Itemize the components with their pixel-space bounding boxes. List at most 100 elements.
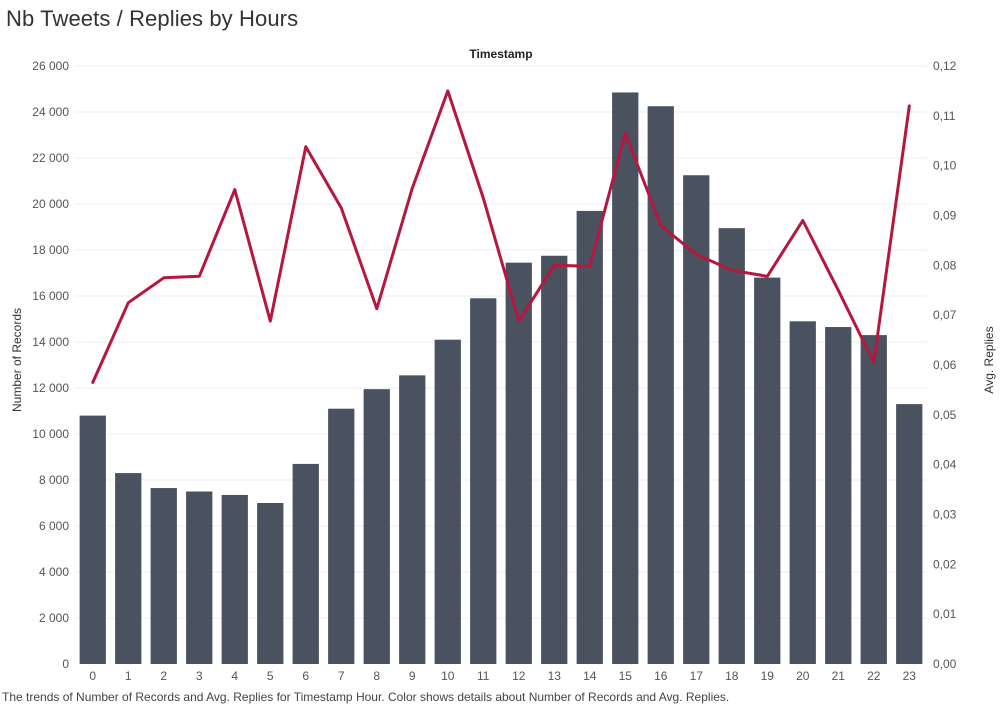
x-tick-label: 5: [267, 669, 274, 683]
bar: [505, 262, 532, 664]
y2-tick-label: 0,09: [933, 209, 957, 223]
x-tick-label: 18: [725, 669, 739, 683]
line-point: [730, 269, 733, 272]
bar: [860, 335, 887, 664]
y-axis-title: Number of Records: [10, 308, 24, 412]
x-tick-label: 4: [231, 669, 238, 683]
y2-tick-label: 0,11: [933, 109, 956, 123]
bar: [647, 106, 674, 664]
line-point: [375, 307, 378, 310]
x-tick-label: 0: [89, 669, 96, 683]
x-tick-label: 17: [690, 669, 704, 683]
x-tick-label: 12: [512, 669, 526, 683]
line-point: [517, 319, 520, 323]
bar: [612, 92, 639, 664]
line-point: [198, 275, 201, 278]
y-tick-label: 26 000: [32, 59, 69, 73]
right-axis-ticks: 0,00 0,01 0,02 0,03 0,04 0,05 0,06 0,07 0,08 0,09…: [933, 59, 957, 671]
y-tick-label: 2 000: [39, 611, 69, 625]
y2-tick-label: 0,07: [933, 308, 957, 322]
line-point: [624, 132, 627, 135]
line-point: [446, 89, 449, 93]
bar: [79, 415, 106, 664]
line-point: [304, 145, 307, 148]
line-point: [766, 275, 769, 278]
line-series: [91, 89, 911, 384]
bar: [825, 327, 852, 664]
bar: [150, 488, 177, 664]
y2-tick-label: 0,03: [933, 508, 957, 522]
line-point: [340, 206, 343, 210]
y2-tick-label: 0,08: [933, 258, 957, 272]
bar: [470, 298, 497, 664]
x-tick-label: 11: [477, 669, 490, 683]
line-point: [553, 264, 556, 267]
y-tick-label: 16 000: [32, 289, 69, 303]
x-tick-label: 15: [619, 669, 633, 683]
bar: [399, 375, 426, 664]
y-tick-label: 0: [62, 657, 69, 671]
y-tick-label: 12 000: [32, 381, 69, 395]
line-point: [411, 186, 414, 190]
chart-caption: The trends of Number of Records and Avg.…: [2, 690, 730, 704]
line-point: [233, 188, 236, 191]
y2-tick-label: 0,05: [933, 408, 957, 422]
x-tick-label: 20: [796, 669, 810, 683]
y2-tick-label: 0,02: [933, 557, 957, 571]
bar: [115, 473, 142, 664]
x-tick-label: 16: [654, 669, 668, 683]
y-tick-label: 10 000: [32, 427, 69, 441]
avg-replies-line: [91, 89, 911, 384]
bar: [186, 491, 213, 664]
bar: [292, 463, 319, 664]
column-header: Timestamp: [469, 47, 532, 61]
x-tick-label: 22: [867, 669, 881, 683]
y-tick-label: 18 000: [32, 243, 69, 257]
line-point: [872, 361, 875, 364]
left-axis-ticks: 0 2 000 4 000 6 000 8 000 10 000 12 000 14 000 1…: [32, 59, 69, 671]
y2-tick-label: 0,01: [933, 607, 957, 621]
bar: [718, 228, 745, 664]
bar-series: [79, 92, 923, 664]
y2-axis-title: Avg. Replies: [982, 326, 996, 393]
bar: [328, 408, 355, 664]
bar: [363, 389, 390, 664]
line-point: [695, 253, 698, 256]
y-tick-label: 24 000: [32, 105, 69, 119]
y2-tick-label: 0,04: [933, 458, 957, 472]
x-tick-label: 2: [160, 669, 167, 683]
bar: [434, 339, 461, 664]
bar: [789, 321, 816, 664]
y-tick-label: 20 000: [32, 197, 69, 211]
x-tick-label: 23: [903, 669, 917, 683]
x-axis-ticks: 0 1 2 3 4 5 6 7 8 9 10 11 12 13 14 15 16 17 18 19 20 21 22 23: [89, 669, 916, 683]
line-point: [837, 289, 840, 292]
bar: [576, 210, 603, 664]
line-point: [801, 219, 804, 222]
y-tick-label: 22 000: [32, 151, 69, 165]
bar: [541, 255, 568, 664]
x-tick-label: 13: [548, 669, 562, 683]
bar: [896, 404, 923, 664]
y-tick-label: 6 000: [39, 519, 69, 533]
y-tick-label: 4 000: [39, 565, 69, 579]
y2-tick-label: 0,00: [933, 657, 957, 671]
x-tick-label: 14: [583, 669, 597, 683]
x-tick-label: 8: [373, 669, 380, 683]
line-point: [91, 381, 94, 384]
x-tick-label: 3: [196, 669, 203, 683]
x-tick-label: 1: [125, 669, 132, 683]
y-tick-label: 8 000: [39, 473, 69, 487]
x-tick-label: 19: [761, 669, 775, 683]
line-point: [482, 196, 485, 200]
y-tick-label: 14 000: [32, 335, 69, 349]
line-point: [162, 276, 165, 279]
line-point: [127, 301, 130, 304]
line-point: [588, 265, 591, 268]
line-point: [269, 319, 272, 323]
bar: [221, 494, 248, 664]
line-point: [908, 104, 911, 108]
x-tick-label: 21: [832, 669, 846, 683]
y2-tick-label: 0,12: [933, 59, 957, 73]
combo-chart: 0 2 000 4 000 6 000 8 000 10 000 12 000 14 000 1…: [10, 47, 996, 683]
